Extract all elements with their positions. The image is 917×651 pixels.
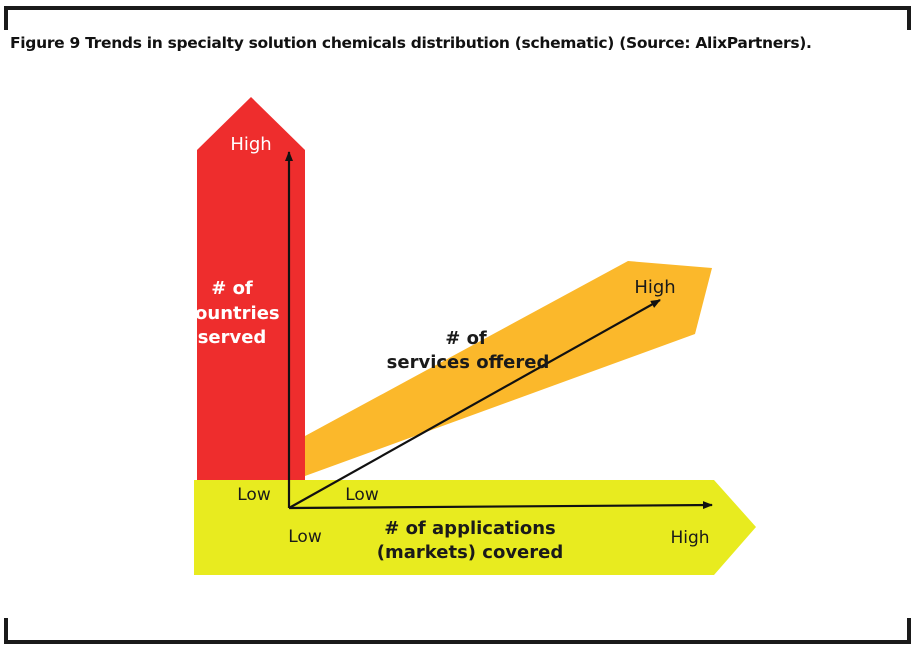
frame-top-right-corner xyxy=(907,6,911,30)
services-title-line-2: services offered xyxy=(387,352,550,373)
frame-bottom-left-corner xyxy=(4,618,8,644)
countries-title-line-1: # of xyxy=(211,278,253,299)
frame-bottom-right-corner xyxy=(907,618,911,644)
figure-caption: Figure 9 Trends in specialty solution ch… xyxy=(10,34,812,52)
countries-arrow-band xyxy=(197,97,305,480)
services-low-label: Low xyxy=(345,485,379,505)
applications-axis-line xyxy=(288,501,713,510)
services-high-label: High xyxy=(634,277,675,298)
applications-low-label-left: Low xyxy=(237,485,271,505)
services-axis-line xyxy=(288,299,661,509)
frame-top-border xyxy=(4,6,911,10)
countries-title-line-3: served xyxy=(198,327,267,348)
services-arrow-band xyxy=(305,261,712,476)
frame-bottom-border xyxy=(4,640,911,644)
services-title-line-1: # of xyxy=(445,328,487,349)
applications-title-line-1: # of applications xyxy=(384,518,556,539)
applications-low-label-bottom: Low xyxy=(288,527,322,547)
frame-top-left-corner xyxy=(4,6,8,30)
applications-title-line-2: (markets) covered xyxy=(377,542,563,563)
applications-arrow-band xyxy=(194,480,756,575)
countries-title-line-2: countries xyxy=(184,303,279,324)
applications-high-label: High xyxy=(670,528,709,548)
countries-high-label: High xyxy=(230,134,271,155)
